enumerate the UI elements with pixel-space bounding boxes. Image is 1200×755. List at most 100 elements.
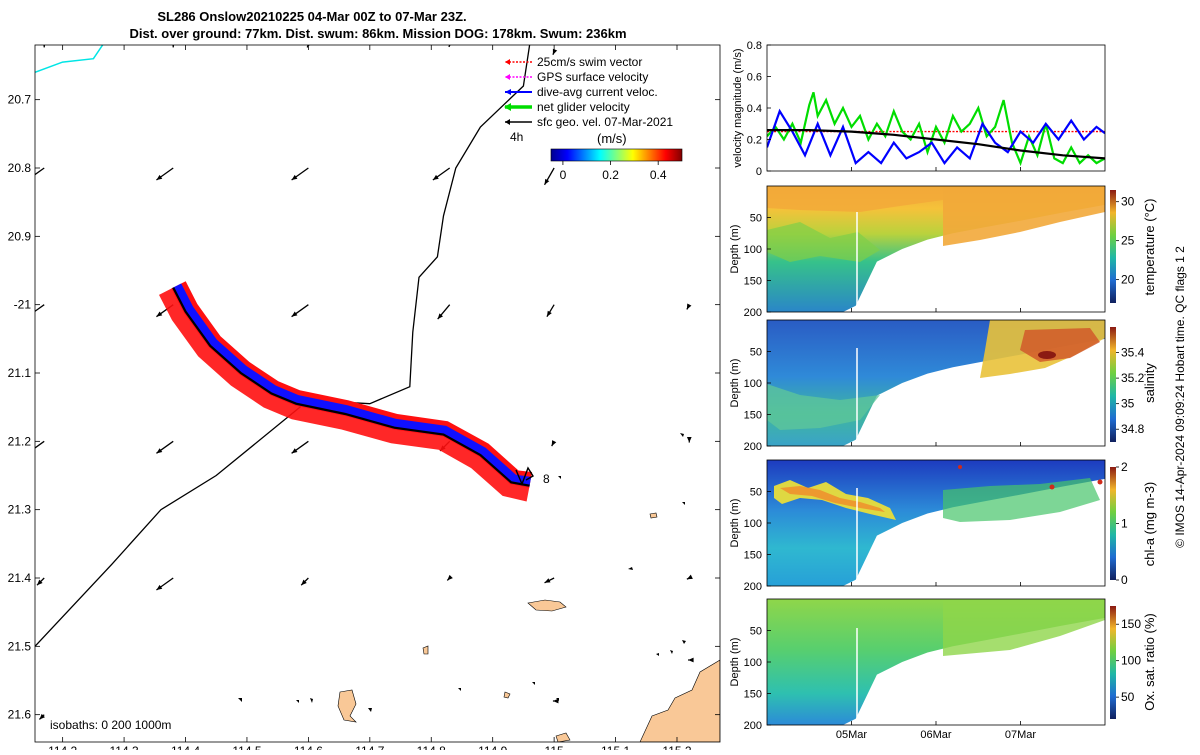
oxygen-colorbar-label: Ox. sat. ratio (%)	[1142, 613, 1157, 711]
colorbar-tick-label: 0	[1121, 573, 1128, 587]
map-x-tick-label: 115.1	[601, 744, 630, 750]
island-dot	[296, 700, 299, 703]
oxygen-panel: 50 100 150 200 05Mar 06Mar 07Mar Depth (m) 50 1…	[729, 598, 1157, 742]
velocity-y-tick-label: 0.6	[747, 72, 762, 84]
island-dot	[680, 433, 684, 437]
salinity-colorbar	[1110, 327, 1116, 442]
colorbar-tick-label: 100	[1121, 654, 1141, 668]
legend-arrowhead	[505, 74, 510, 80]
velocity-y-tick-label: 0	[756, 166, 762, 178]
temperature-colorbar-ticks: 20 25 30	[1116, 195, 1135, 287]
island-dot	[670, 650, 673, 654]
depth-tick-label: 50	[750, 347, 762, 359]
map-content: 8	[27, 45, 720, 742]
geo-vector-head	[291, 448, 298, 454]
speed-colorbar	[550, 148, 683, 162]
velocity-plot-area	[767, 45, 1105, 171]
velocity-y-tick-label: 0.4	[747, 103, 762, 115]
legend-entry-dive: dive-avg current veloc.	[505, 85, 658, 99]
temperature-warm-layer	[943, 186, 1105, 246]
island-dot	[310, 698, 313, 703]
end-marker-shape	[515, 466, 534, 486]
chla-speck	[1049, 484, 1055, 490]
salinity-colorbar-ticks: 34.8 35 35.2 35.4	[1116, 346, 1145, 436]
glider-ribbons	[159, 281, 533, 502]
map-x-tick-label: 114.8	[417, 744, 446, 750]
legend-entry-gps: GPS surface velocity	[505, 70, 648, 84]
temperature-panel: 50 100 150 200 Depth (m) 20 25 30 temperature…	[729, 185, 1157, 319]
island-dot	[532, 682, 535, 685]
velocity-series-smoothed-speed	[767, 129, 1105, 160]
oxygen-axes: 50 100 150 200 05Mar 06Mar 07Mar	[744, 626, 1037, 742]
map-x-tick-label: 115	[545, 744, 564, 750]
scale-arrow-label: 4h	[510, 130, 523, 144]
geo-vector-head	[27, 448, 33, 453]
salinity-peak	[1038, 351, 1056, 359]
island-shape	[527, 599, 567, 612]
map-title-line2: Dist. over ground: 77km. Dist. swum: 86k…	[129, 26, 626, 41]
geo-vector-head	[448, 45, 451, 47]
island-shape	[555, 732, 571, 742]
temperature-ylabel: Depth (m)	[729, 225, 741, 274]
island-shape	[422, 645, 429, 655]
geo-vector-head	[686, 574, 693, 580]
map-y-tick-label: -21	[14, 298, 32, 312]
geo-vector-head	[156, 584, 163, 590]
chla-colorbar-ticks: 0 1 2	[1116, 460, 1128, 587]
colorbar-tick-label: 50	[1121, 690, 1135, 704]
depth-tick-label: 150	[744, 689, 762, 701]
temperature-colorbar	[1110, 190, 1116, 303]
geo-vector-head	[544, 578, 551, 583]
geo-vector-head	[156, 174, 163, 180]
map-y-tick-label: 21.5	[8, 639, 32, 653]
colorbar-tick-label: 35.2	[1121, 371, 1145, 385]
geo-vector-head	[688, 657, 694, 663]
depth-tick-label: 50	[750, 213, 762, 225]
map-y-tick-label: 20.7	[8, 93, 32, 107]
colorbar-tick-label: 150	[1121, 617, 1141, 631]
map-y-tick-label: 21.4	[8, 571, 32, 585]
island-shape	[337, 689, 357, 723]
chla-panel: 50 100 150 200 Depth (m) 0 1 2 chl-a (mg m-3)	[729, 459, 1157, 593]
geo-vector-head	[43, 45, 46, 48]
geo-vector-head	[437, 313, 444, 320]
glider-track	[172, 287, 530, 487]
colorbar-tick-label: 34.8	[1121, 422, 1145, 436]
geo-vector	[35, 304, 45, 313]
island-dot	[368, 708, 372, 712]
isobath-200m	[35, 45, 104, 74]
velocity-axes: 0 0.2 0.4 0.6 0.8	[747, 40, 1021, 178]
island-dot	[682, 640, 686, 644]
speed-colorbar-tick-label: 0.4	[650, 168, 667, 182]
depth-tick-label: 50	[750, 626, 762, 638]
speed-colorbar-tick-label: 0	[560, 168, 567, 182]
velocity-panel: 0 0.2 0.4 0.6 0.8 velocity magnitude (m/s)	[732, 40, 1106, 178]
colorbar-tick-label: 2	[1121, 460, 1128, 474]
map-legend: 25cm/s swim vector GPS surface velocity …	[504, 55, 683, 182]
depth-tick-label: 100	[744, 378, 762, 390]
chla-layer	[943, 478, 1100, 522]
chla-core	[780, 486, 885, 512]
legend-entry-net: net glider velocity	[504, 100, 630, 114]
depth-tick-label: 100	[744, 657, 762, 669]
chla-speck	[958, 465, 962, 469]
legend-arrowhead	[505, 119, 510, 125]
salinity-colorbar-label: salinity	[1142, 363, 1157, 403]
geo-vector-head	[546, 310, 552, 317]
map-panel: 8 114.2114.3114.4114.5114.6114.7114.811	[8, 44, 721, 755]
geostrophic-vectors	[27, 45, 694, 720]
legend-entry-swim: 25cm/s swim vector	[505, 55, 642, 69]
time-tick-label: 07Mar	[1005, 729, 1037, 741]
geo-vector-head	[172, 45, 175, 48]
legend-entry-geo: sfc geo. vel. 07-Mar-2021	[505, 115, 673, 129]
geo-vector	[35, 167, 45, 176]
dive-avg-ribbon	[172, 283, 532, 487]
chla-colorbar	[1110, 467, 1116, 580]
geo-vector-head	[27, 312, 33, 317]
isobath-line	[35, 45, 104, 74]
geo-vector-head	[37, 579, 43, 586]
map-y-tick-label: 21.2	[8, 434, 32, 448]
oxygen-colorbar-ticks: 50 100 150	[1116, 617, 1141, 704]
